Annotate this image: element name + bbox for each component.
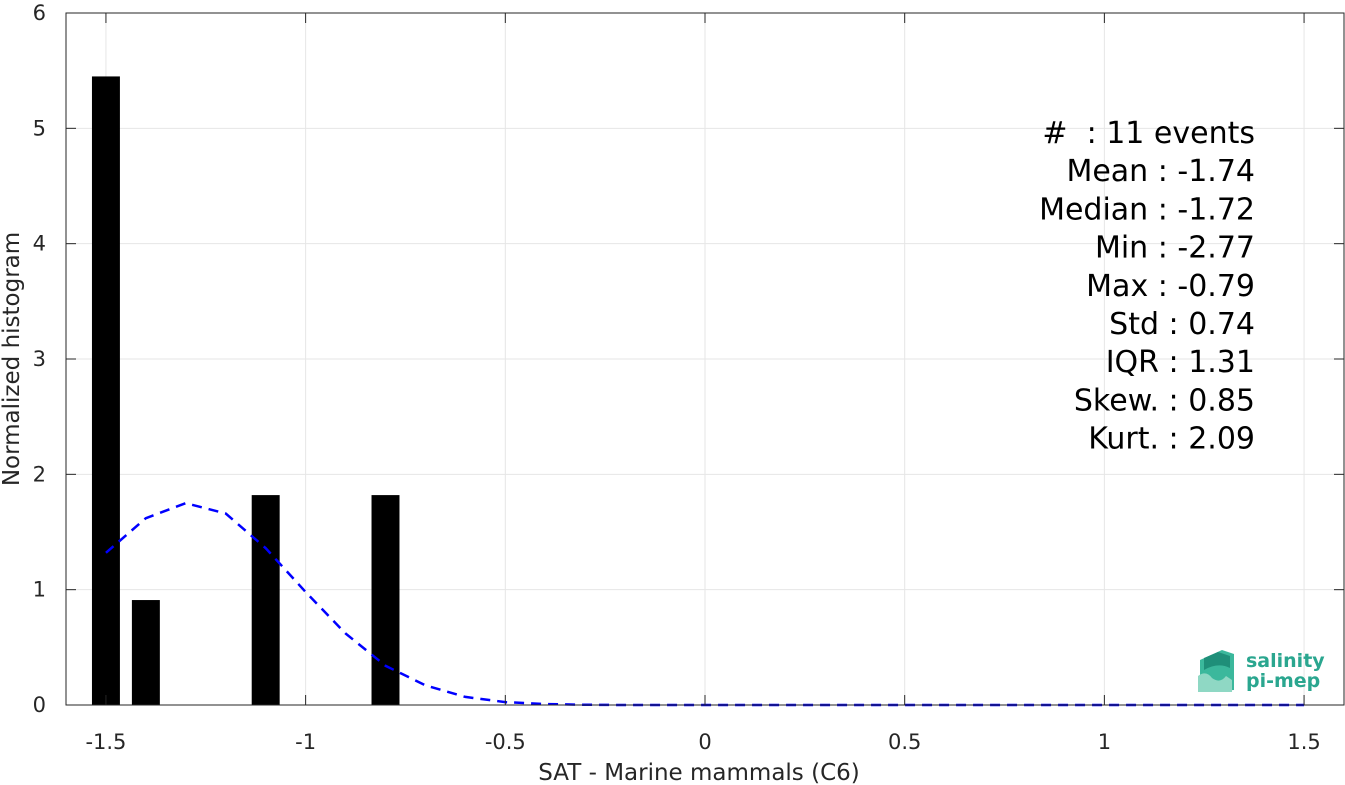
y-tick-label-3: 3 bbox=[33, 347, 46, 371]
x-tick-label-2: -0.5 bbox=[485, 730, 526, 754]
x-tick-label-1: -1 bbox=[295, 730, 316, 754]
x-tick-label-6: 1.5 bbox=[1287, 730, 1320, 754]
y-tick-label-2: 2 bbox=[33, 462, 46, 486]
x-tick-label-3: 0 bbox=[698, 730, 711, 754]
histogram-bar-3 bbox=[371, 495, 400, 705]
y-axis-ticks: 0 1 2 3 4 5 6 bbox=[33, 1, 1344, 717]
stat-line-5: Std : 0.74 bbox=[1109, 307, 1255, 342]
y-tick-label-0: 0 bbox=[33, 693, 46, 717]
logo-line1: salinity bbox=[1246, 650, 1325, 672]
stat-line-1: Mean : -1.74 bbox=[1066, 154, 1255, 189]
stat-line-4: Max : -0.79 bbox=[1086, 269, 1255, 304]
logo-line2: pi-mep bbox=[1246, 670, 1320, 692]
histogram-bar-2 bbox=[251, 495, 280, 705]
stat-line-6: IQR : 1.31 bbox=[1106, 345, 1255, 380]
salinity-pimep-logo: salinity pi-mep bbox=[1198, 650, 1325, 692]
stat-line-0: # : 11 events bbox=[1042, 116, 1255, 151]
stat-line-7: Skew. : 0.85 bbox=[1074, 383, 1255, 418]
histogram-bars bbox=[91, 76, 400, 705]
x-tick-label-0: -1.5 bbox=[85, 730, 126, 754]
x-tick-label-4: 0.5 bbox=[888, 730, 921, 754]
stat-line-8: Kurt. : 2.09 bbox=[1088, 422, 1255, 457]
stat-line-2: Median : -1.72 bbox=[1039, 192, 1255, 227]
y-tick-label-5: 5 bbox=[33, 116, 46, 140]
histogram-bar-0 bbox=[91, 76, 120, 705]
x-tick-label-5: 1 bbox=[1098, 730, 1111, 754]
wave-icon bbox=[1198, 650, 1234, 692]
y-tick-label-1: 1 bbox=[33, 578, 46, 602]
histogram-bar-1 bbox=[131, 600, 160, 705]
stat-line-3: Min : -2.77 bbox=[1095, 231, 1255, 266]
y-tick-label-4: 4 bbox=[33, 232, 46, 256]
x-axis-label: SAT - Marine mammals (C6) bbox=[538, 760, 860, 785]
x-axis-ticks: -1.5 -1 -0.5 0 0.5 1 1.5 bbox=[85, 13, 1321, 754]
y-tick-label-6: 6 bbox=[33, 1, 46, 25]
y-axis-label: Normalized histogram bbox=[0, 232, 25, 486]
